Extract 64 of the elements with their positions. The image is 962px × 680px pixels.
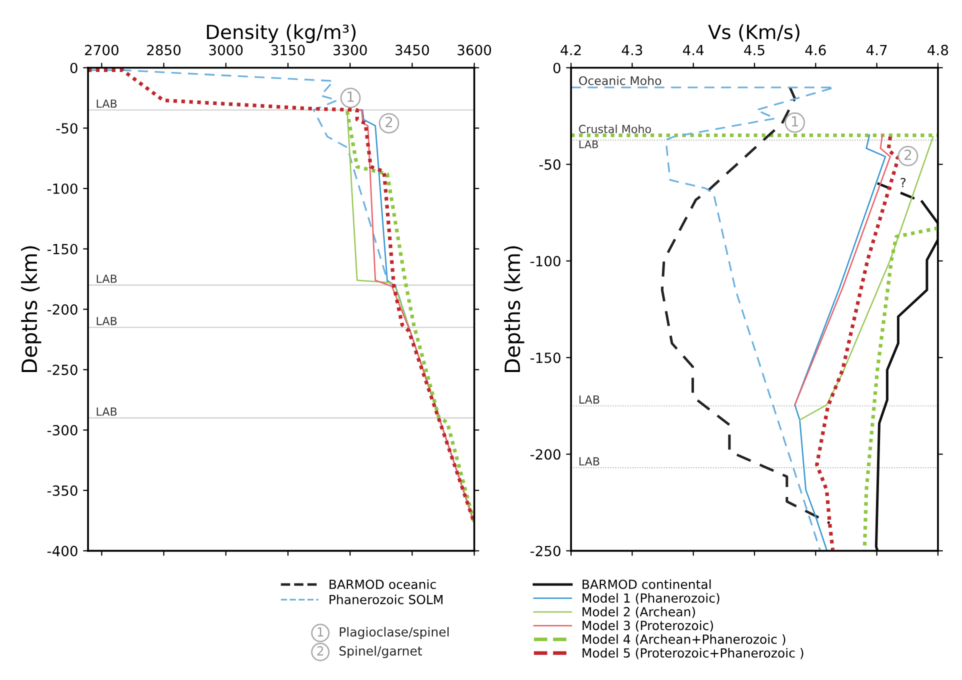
y-tick-label: -150 [530,352,560,364]
legend-label: BARMOD oceanic [330,579,436,590]
legend-label: BARMOD continental [582,579,711,590]
y-tick-label: 0 [70,62,78,74]
legend-label: Model 4 (Archean+Phanerozoic ) [582,634,786,646]
legend-label: Phanerozoic SOLM [330,594,442,604]
ref-line-label: LAB [96,100,117,108]
line-series [862,226,938,551]
x-tick-label: 4.6 [805,44,826,56]
x-axis-title: Density (kg/m³) [206,24,356,44]
text: 2 [317,646,324,656]
y-tick-label: -100 [530,256,560,266]
y-tick-label: -50 [56,123,78,134]
x-tick-label: 3000 [209,44,243,56]
x-tick-label: 4.2 [560,44,581,56]
ref-line-label: LAB [579,395,600,404]
ref-line-label: LAB [579,140,598,148]
x-tick-label: 4.3 [622,44,642,56]
line-series [660,86,831,524]
y-tick-label: -200 [530,449,560,460]
x-tick-label: 3300 [333,44,367,56]
x-tick-label: 4.4 [682,44,704,56]
ref-line-label: LAB [96,316,117,326]
annotation: 2 [904,150,912,160]
x-tick-label: 4.7 [866,44,887,56]
x-tick-label: 3600 [458,44,492,56]
ref-line-label: LAB [96,408,117,416]
y-tick-label: -400 [47,546,78,556]
text: Spinel/garnet [339,646,422,658]
y-tick-label: -100 [47,183,78,194]
x-tick-label: 3150 [271,44,305,56]
y-tick-label: -150 [47,244,78,254]
y-axis-title: Depths (km) [21,246,42,372]
y-tick-label: -200 [47,304,78,315]
y-tick-label: -300 [47,425,78,436]
annotation: Oceanic Moho [579,76,662,86]
x-tick-label: 4.5 [744,44,764,56]
line-series [794,134,886,551]
legend-label: Model 3 (Proterozoic) [582,620,713,632]
annotation: 1 [348,92,354,102]
x-tick-label: 3450 [396,44,429,56]
annotation: 1 [792,116,798,126]
ref-line-label: LAB [96,274,117,283]
text: Plagioclase/spinel [340,626,449,640]
y-tick-label: -250 [530,546,560,556]
y-tick-label: -350 [47,485,78,496]
legend-label: Model 5 (Proterozoic+Phanerozoic ) [582,648,804,660]
legend-label: Model 1 (Phanerozoic) [582,593,720,604]
x-tick-label: 2850 [147,44,181,56]
legend-label: Model 2 (Archean) [582,606,695,618]
y-tick-label: -50 [539,159,560,170]
annotation: ? [900,178,906,188]
text: 1 [318,627,324,636]
line-series [799,136,934,421]
ref-line-label: LAB [579,457,600,466]
line-series [794,134,891,406]
y-tick-label: 0 [553,62,560,74]
x-tick-label: 2700 [85,44,118,56]
x-axis-title: Vs (Km/s) [708,24,800,42]
y-axis-title: Depths (km) [504,246,524,372]
x-tick-label: 4.8 [928,44,948,56]
ref-line-label: Crustal Moho [579,124,651,134]
y-tick-label: -250 [47,364,78,376]
annotation: 2 [386,116,392,128]
